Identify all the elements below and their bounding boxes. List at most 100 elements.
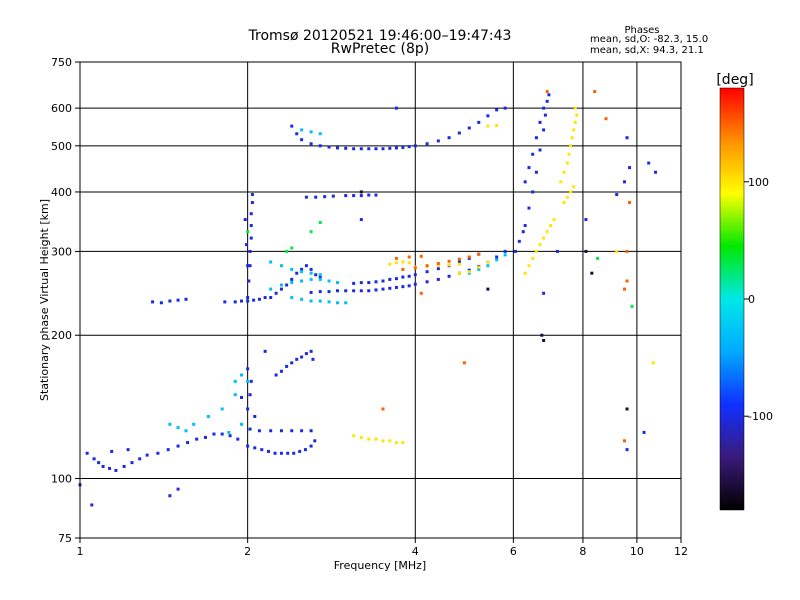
data-point bbox=[304, 352, 308, 356]
data-point bbox=[92, 457, 96, 461]
data-point bbox=[279, 429, 283, 433]
data-point bbox=[263, 296, 267, 300]
data-point bbox=[257, 297, 261, 301]
data-point bbox=[309, 429, 313, 433]
data-point bbox=[292, 451, 296, 455]
data-point bbox=[457, 257, 461, 261]
data-point bbox=[203, 435, 207, 439]
data-point bbox=[538, 243, 542, 247]
data-point bbox=[367, 289, 371, 293]
data-point bbox=[156, 451, 160, 455]
data-point bbox=[318, 221, 322, 225]
data-point bbox=[374, 193, 378, 197]
data-point bbox=[168, 494, 172, 498]
data-point bbox=[419, 291, 423, 295]
data-point bbox=[249, 236, 253, 240]
data-point bbox=[184, 297, 188, 301]
data-point bbox=[477, 120, 481, 124]
data-point bbox=[628, 166, 632, 170]
data-point bbox=[290, 296, 294, 300]
data-point bbox=[168, 299, 172, 303]
data-point bbox=[625, 249, 629, 253]
data-point bbox=[381, 287, 385, 291]
data-point bbox=[527, 206, 531, 210]
data-point bbox=[495, 255, 499, 259]
data-point bbox=[220, 432, 224, 436]
y-tick-label: 750 bbox=[51, 56, 72, 69]
grid bbox=[80, 62, 681, 538]
data-point bbox=[290, 429, 294, 433]
data-point bbox=[622, 287, 626, 291]
data-point bbox=[495, 123, 499, 127]
data-point bbox=[538, 148, 542, 152]
data-point bbox=[246, 407, 250, 411]
data-point bbox=[331, 194, 335, 198]
data-point bbox=[246, 367, 250, 371]
data-point bbox=[309, 290, 313, 294]
data-point bbox=[388, 262, 392, 266]
data-point bbox=[248, 427, 252, 431]
data-point bbox=[447, 274, 451, 278]
data-point bbox=[290, 267, 294, 271]
data-point bbox=[233, 393, 237, 397]
data-point bbox=[567, 152, 571, 156]
y-tick-label: 500 bbox=[51, 140, 72, 153]
data-point bbox=[388, 439, 392, 443]
data-point bbox=[654, 170, 658, 174]
data-point bbox=[285, 283, 289, 287]
data-point bbox=[159, 301, 163, 305]
data-point bbox=[240, 373, 244, 377]
data-point bbox=[314, 273, 318, 277]
data-point bbox=[467, 271, 471, 275]
data-point bbox=[457, 260, 461, 264]
data-point bbox=[249, 212, 253, 216]
data-point bbox=[545, 230, 549, 234]
data-point bbox=[212, 432, 216, 436]
data-point bbox=[401, 260, 405, 264]
data-point bbox=[447, 259, 451, 263]
data-point bbox=[467, 126, 471, 130]
data-point bbox=[381, 279, 385, 283]
data-point bbox=[122, 464, 126, 468]
data-point bbox=[273, 451, 277, 455]
data-point bbox=[407, 255, 411, 259]
data-point bbox=[593, 90, 597, 94]
data-point bbox=[495, 108, 499, 112]
data-points bbox=[78, 90, 658, 507]
plot-frame bbox=[79, 61, 682, 539]
y-axis-label: Stationary phase Virtual Height [km] bbox=[38, 199, 51, 401]
data-point bbox=[246, 444, 250, 448]
data-point bbox=[531, 256, 535, 260]
data-point bbox=[352, 194, 356, 198]
data-point bbox=[269, 429, 273, 433]
data-point bbox=[246, 296, 250, 300]
data-point bbox=[521, 230, 525, 234]
data-point bbox=[300, 279, 304, 283]
data-point bbox=[625, 407, 629, 411]
data-point bbox=[622, 180, 626, 184]
data-point bbox=[425, 270, 429, 274]
data-point bbox=[336, 281, 340, 285]
data-point bbox=[145, 453, 149, 457]
data-point bbox=[401, 285, 405, 289]
data-point bbox=[359, 190, 363, 194]
data-point bbox=[309, 230, 313, 234]
data-point bbox=[304, 264, 308, 268]
data-point bbox=[570, 136, 574, 140]
data-point bbox=[457, 131, 461, 135]
data-point bbox=[534, 170, 538, 174]
data-point bbox=[85, 451, 89, 455]
data-point bbox=[327, 290, 331, 294]
data-point bbox=[625, 136, 629, 140]
data-point bbox=[318, 144, 322, 148]
data-point bbox=[220, 407, 224, 411]
data-point bbox=[542, 338, 546, 342]
data-point bbox=[240, 299, 244, 303]
data-point bbox=[352, 289, 356, 293]
data-point bbox=[246, 299, 250, 303]
data-point bbox=[401, 441, 405, 445]
data-point bbox=[114, 468, 118, 472]
data-point bbox=[240, 395, 244, 399]
data-point bbox=[336, 289, 340, 293]
data-point bbox=[279, 283, 283, 287]
